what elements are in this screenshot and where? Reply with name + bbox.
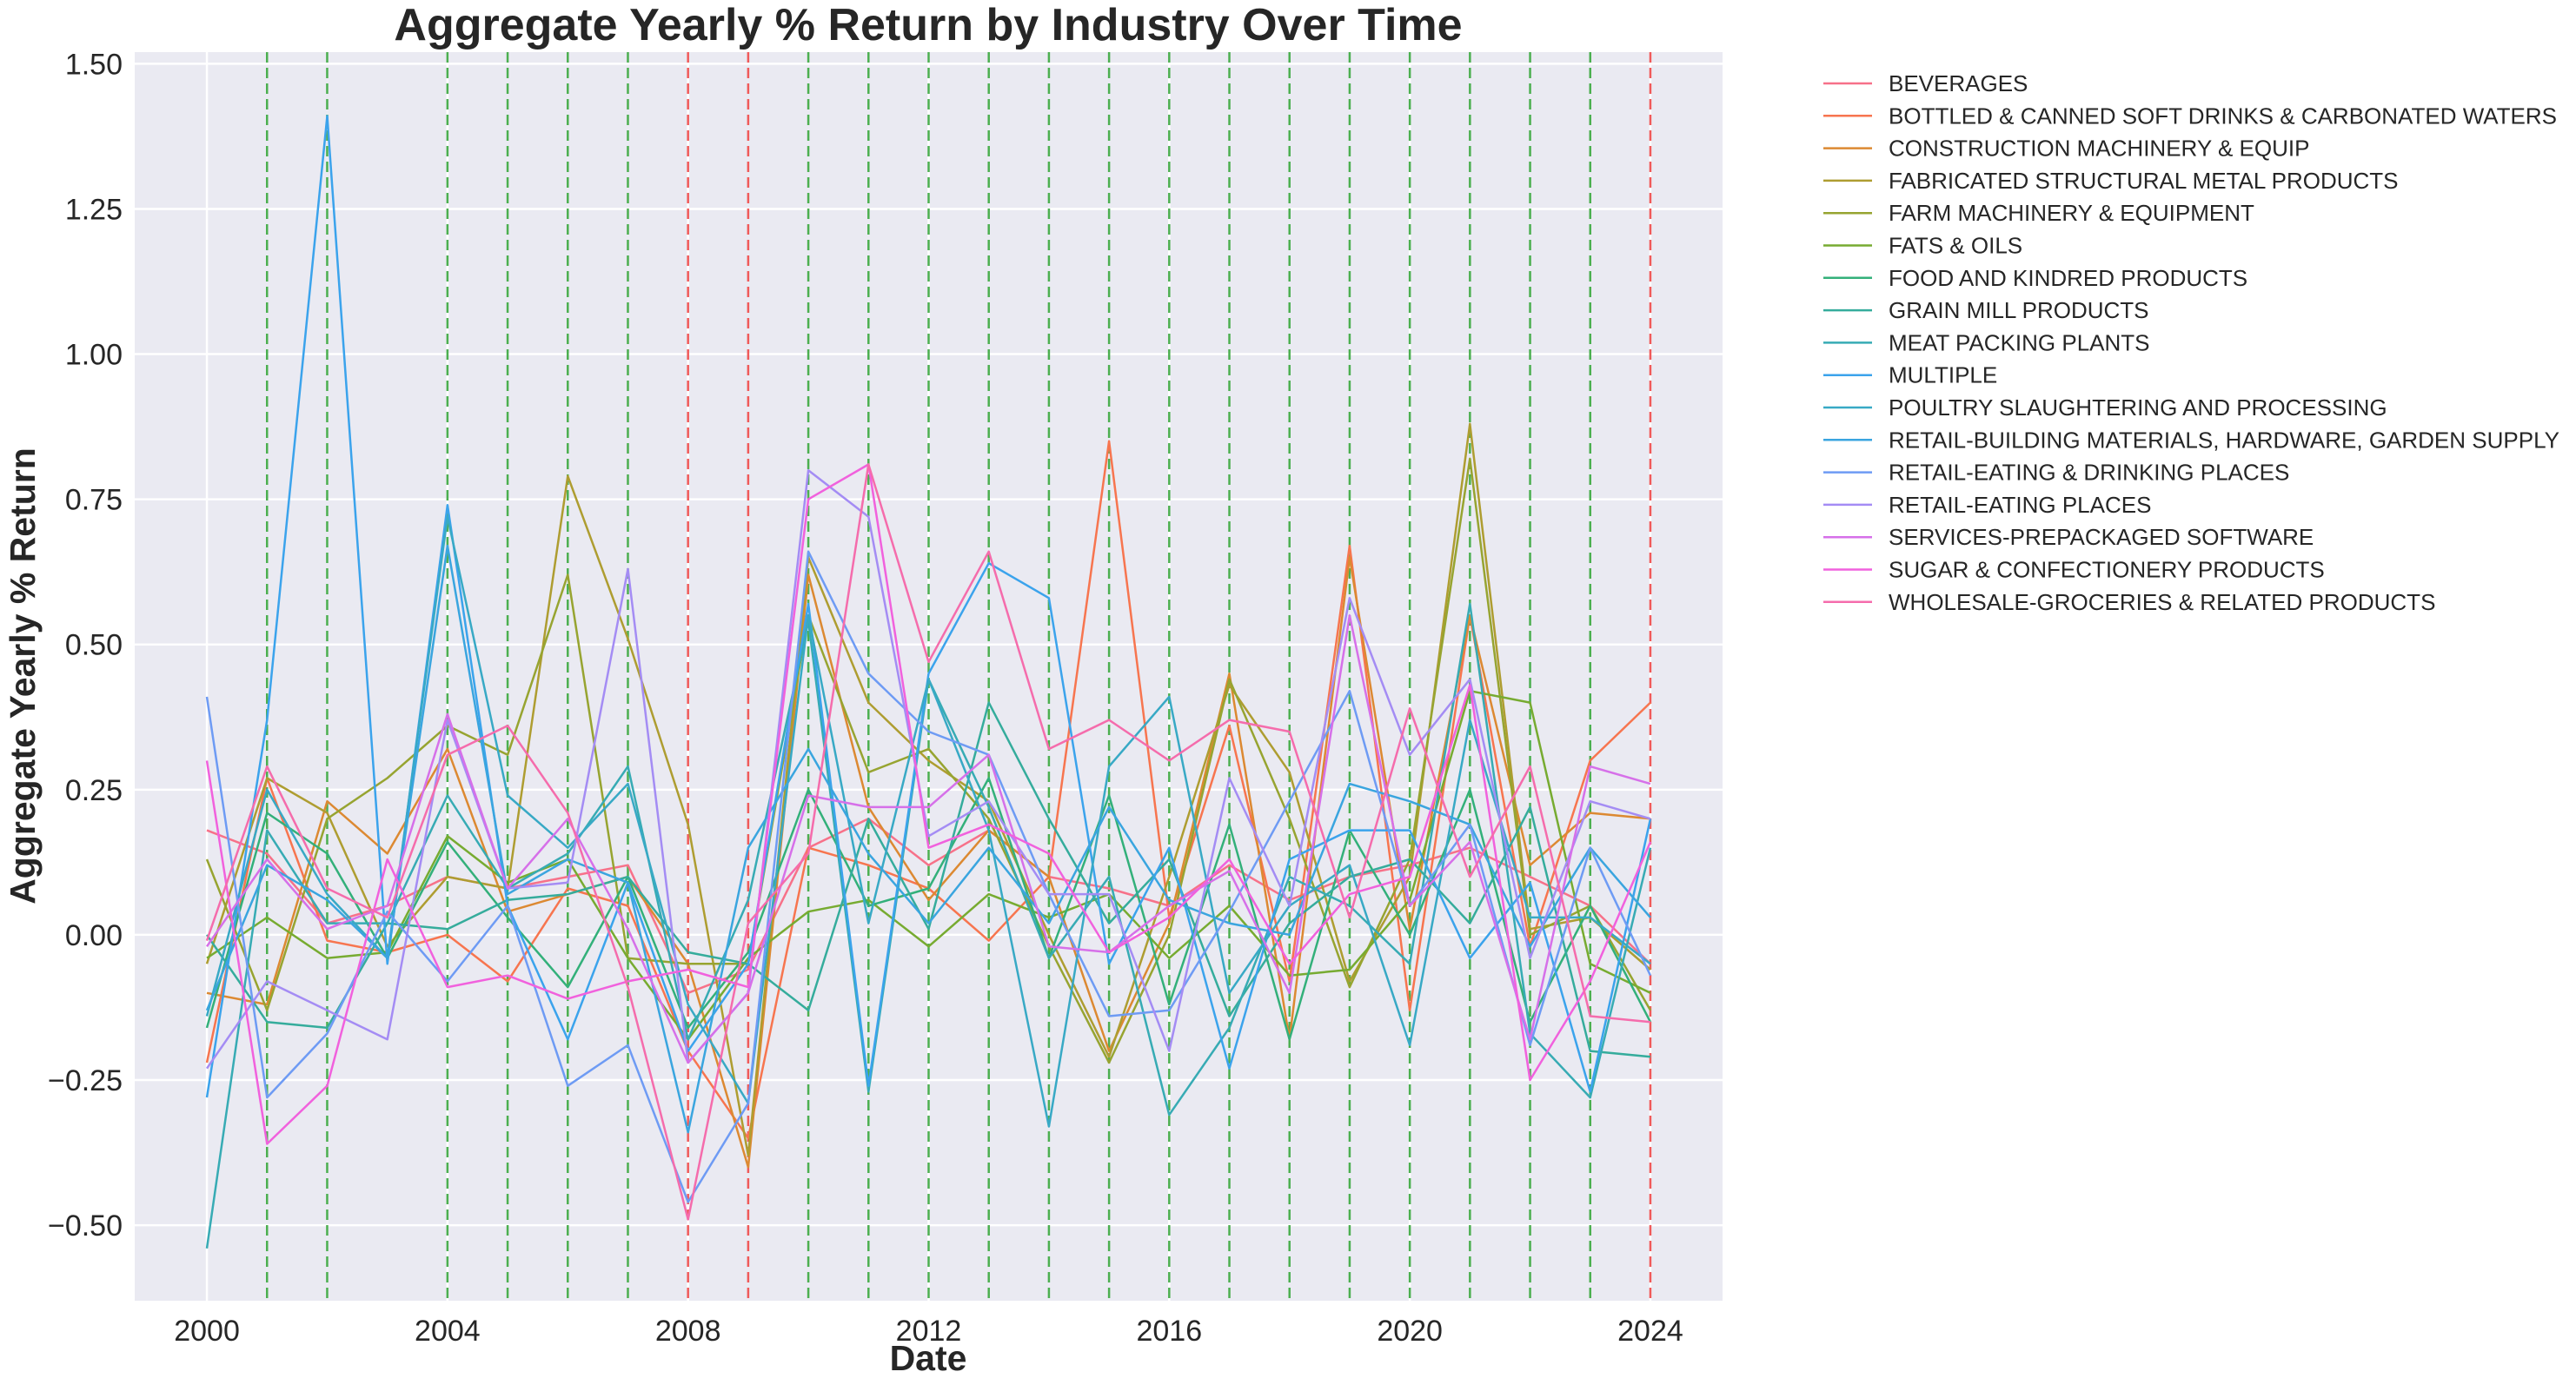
x-tick-label: 2008 (655, 1315, 721, 1348)
y-tick-label: 0.75 (65, 484, 123, 517)
series-line (206, 689, 1651, 1041)
x-tick-labels: 2000 2004 2008 2012 2016 2020 2024 (174, 1315, 1683, 1348)
series-line (205, 463, 1651, 1221)
legend-label: GRAIN MILL PRODUCTS (1889, 297, 2149, 323)
y-tick-label: −0.25 (48, 1064, 123, 1097)
legend-label: MULTIPLE (1889, 362, 1997, 388)
legend: BEVERAGES BOTTLED & CANNED SOFT DRINKS & … (1823, 70, 2559, 615)
series-line (205, 701, 1651, 1058)
legend-label: WHOLESALE-GROCERIES & RELATED PRODUCTS (1889, 589, 2435, 615)
x-tick-label: 2000 (174, 1315, 240, 1348)
y-axis-label: Aggregate Yearly % Return (3, 447, 43, 905)
legend-label: FOOD AND KINDRED PRODUCTS (1889, 265, 2247, 291)
y-tick-label: −0.50 (48, 1209, 123, 1243)
y-tick-label: 1.00 (65, 339, 123, 372)
x-axis-label: Date (890, 1338, 967, 1378)
series-line (205, 777, 1652, 1041)
legend-label: FARM MACHINERY & EQUIPMENT (1889, 200, 2254, 226)
series-line (205, 115, 1652, 1098)
legend-label: CONSTRUCTION MACHINERY & EQUIP (1889, 136, 2309, 162)
y-tick-label: 1.50 (65, 48, 123, 81)
series-line (205, 463, 1652, 1145)
y-tick-label: 0.00 (65, 919, 123, 952)
y-tick-label: 0.50 (65, 629, 123, 662)
x-tick-label: 2024 (1617, 1315, 1683, 1348)
legend-label: RETAIL-EATING & DRINKING PLACES (1889, 460, 2289, 486)
legend-label: SERVICES-PREPACKAGED SOFTWARE (1889, 524, 2314, 550)
series-line (205, 515, 1651, 1128)
legend-label: FABRICATED STRUCTURAL METAL PRODUCTS (1889, 168, 2399, 194)
x-tick-label: 2012 (896, 1315, 962, 1348)
y-tick-label: 1.25 (65, 193, 123, 226)
series-lines (205, 115, 1652, 1249)
legend-label: BEVERAGES (1889, 70, 2028, 96)
series-line (206, 556, 1651, 1169)
legend-label: RETAIL-BUILDING MATERIALS, HARDWARE, GAR… (1889, 427, 2559, 453)
x-tick-label: 2004 (415, 1315, 481, 1348)
legend-label: MEAT PACKING PLANTS (1889, 329, 2150, 355)
x-tick-label: 2016 (1136, 1315, 1202, 1348)
chart-title: Aggregate Yearly % Return by Industry Ov… (394, 0, 1462, 50)
vertical-marker-lines (266, 52, 1652, 1301)
legend-label: SUGAR & CONFECTIONERY PRODUCTS (1889, 557, 2325, 583)
x-tick-label: 2020 (1377, 1315, 1443, 1348)
y-tick-labels: −0.50 −0.25 0.00 0.25 0.50 0.75 1.00 1.25 1.50 (48, 48, 123, 1243)
legend-label: BOTTLED & CANNED SOFT DRINKS & CARBONATE… (1889, 103, 2557, 129)
series-line (205, 468, 1651, 1070)
series-line (205, 614, 1651, 1064)
legend-label: RETAIL-EATING PLACES (1889, 492, 2151, 518)
legend-label: FATS & OILS (1889, 233, 2022, 259)
legend-label: POULTRY SLAUGHTERING AND PROCESSING (1889, 394, 2387, 421)
series-line (205, 544, 1651, 1134)
y-tick-label: 0.25 (65, 774, 123, 807)
